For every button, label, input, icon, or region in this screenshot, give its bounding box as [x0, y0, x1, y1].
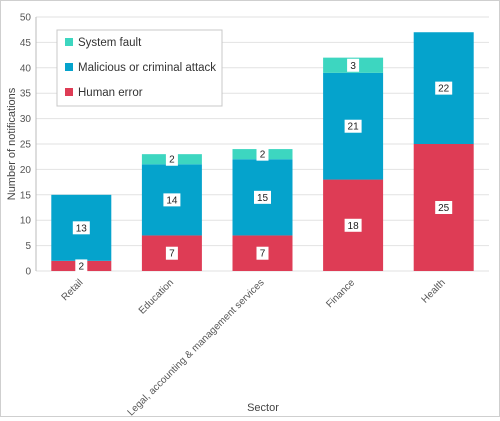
- data-label: 21: [348, 122, 360, 133]
- data-label-box: [72, 221, 90, 235]
- data-label: 25: [438, 203, 450, 214]
- y-tick-label: 25: [20, 140, 32, 151]
- y-tick-label: 15: [20, 190, 32, 201]
- data-label: 15: [257, 193, 269, 204]
- y-tick-label: 30: [20, 114, 32, 125]
- data-label: 7: [260, 249, 266, 260]
- data-label: 2: [79, 261, 85, 272]
- y-tick-label: 35: [20, 89, 32, 100]
- data-label: 22: [438, 84, 450, 95]
- x-category-label: Finance: [324, 277, 357, 310]
- legend-swatch: [65, 38, 73, 46]
- data-label-box: [163, 193, 181, 207]
- data-label: 18: [348, 221, 360, 232]
- data-label-box: [254, 190, 271, 204]
- legend-label: Malicious or criminal attack: [78, 62, 216, 74]
- data-label-box: [344, 119, 362, 133]
- data-label-box: [75, 259, 88, 273]
- y-tick-label: 5: [25, 241, 31, 252]
- y-tick-label: 0: [25, 267, 31, 278]
- data-label-box: [435, 81, 453, 95]
- data-label: 2: [169, 155, 175, 166]
- y-axis-title: Number of notifications: [6, 87, 18, 200]
- data-label-box: [344, 218, 362, 232]
- y-tick-label: 45: [20, 38, 32, 49]
- x-category-label: Education: [137, 277, 176, 316]
- legend-swatch: [65, 88, 73, 96]
- data-label-box: [165, 246, 178, 260]
- data-label-box: [256, 147, 269, 161]
- x-axis-title: Sector: [247, 402, 279, 414]
- data-label: 2: [260, 150, 266, 161]
- data-label: 7: [169, 249, 175, 260]
- legend-swatch: [65, 63, 73, 71]
- legend-label: Human error: [78, 87, 143, 99]
- y-axis-ticks: 0 5 10 15 20 25 30 35 40 45 50: [20, 13, 32, 278]
- y-tick-label: 10: [20, 216, 32, 227]
- x-category-label: Health: [420, 277, 448, 305]
- data-label: 13: [76, 223, 88, 234]
- y-tick-label: 50: [20, 13, 32, 24]
- legend: System fault Malicious or criminal attack…: [56, 29, 223, 107]
- legend-label: System fault: [78, 37, 142, 49]
- data-label-box: [256, 246, 269, 260]
- data-label-box: [165, 152, 178, 166]
- data-label-box: [347, 58, 360, 72]
- legend-box: [56, 29, 223, 107]
- data-label: 3: [350, 61, 356, 72]
- data-label-box: [435, 201, 453, 214]
- data-label: 14: [166, 195, 178, 206]
- y-tick-label: 40: [20, 63, 32, 74]
- y-tick-label: 20: [20, 165, 32, 176]
- x-category-label: Retail: [60, 277, 86, 303]
